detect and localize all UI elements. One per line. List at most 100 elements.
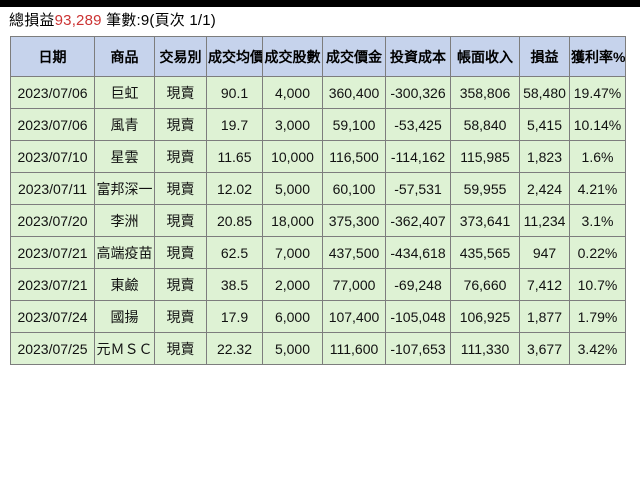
cell-avg-price: 17.9 bbox=[206, 300, 263, 333]
cell-date: 2023/07/21 bbox=[10, 268, 95, 301]
header-row: 日期 商品 交易別 成交均價 成交股數 成交價金 投資成本 帳面收入 損益 獲利… bbox=[10, 36, 626, 77]
cell-profit-rate: 10.14% bbox=[569, 108, 626, 141]
table-row[interactable]: 2023/07/24 國揚 現賣 17.9 6,000 107,400 -105,048 10… bbox=[10, 300, 626, 333]
cell-product: 國揚 bbox=[94, 300, 155, 333]
col-header-profit: 損益 bbox=[519, 36, 570, 77]
cell-shares: 2,000 bbox=[262, 268, 323, 301]
cell-date: 2023/07/10 bbox=[10, 140, 95, 173]
cell-amount: 360,400 bbox=[322, 76, 386, 109]
cell-shares: 18,000 bbox=[262, 204, 323, 237]
cell-avg-price: 38.5 bbox=[206, 268, 263, 301]
cell-trade-type: 現賣 bbox=[154, 172, 207, 205]
cell-amount: 60,100 bbox=[322, 172, 386, 205]
cell-avg-price: 20.85 bbox=[206, 204, 263, 237]
cell-profit: 5,415 bbox=[519, 108, 570, 141]
cell-avg-price: 12.02 bbox=[206, 172, 263, 205]
col-header-avg-price: 成交均價 bbox=[206, 36, 263, 77]
cell-book-income: 373,641 bbox=[450, 204, 520, 237]
cell-avg-price: 22.32 bbox=[206, 332, 263, 365]
cell-shares: 4,000 bbox=[262, 76, 323, 109]
total-pl-value: 93,289 bbox=[54, 12, 102, 29]
record-count-text: 筆數:9(頁次 1/1) bbox=[101, 12, 216, 29]
cell-cost: -107,653 bbox=[385, 332, 451, 365]
cell-amount: 437,500 bbox=[322, 236, 386, 269]
cell-cost: -362,407 bbox=[385, 204, 451, 237]
cell-profit-rate: 0.22% bbox=[569, 236, 626, 269]
cell-trade-type: 現賣 bbox=[154, 332, 207, 365]
col-header-amount: 成交價金 bbox=[322, 36, 386, 77]
table-body: 2023/07/06 巨虹 現賣 90.1 4,000 360,400 -300,326 35… bbox=[10, 76, 626, 365]
table-row[interactable]: 2023/07/20 李洲 現賣 20.85 18,000 375,300 -362,407… bbox=[10, 204, 626, 237]
screen: 總損益93,289 筆數:9(頁次 1/1) 日期 商品 交易別 成交均價 成交… bbox=[0, 0, 640, 365]
cell-shares: 3,000 bbox=[262, 108, 323, 141]
cell-trade-type: 現賣 bbox=[154, 140, 207, 173]
cell-shares: 6,000 bbox=[262, 300, 323, 333]
cell-profit: 2,424 bbox=[519, 172, 570, 205]
cell-cost: -434,618 bbox=[385, 236, 451, 269]
table-row[interactable]: 2023/07/06 巨虹 現賣 90.1 4,000 360,400 -300,326 35… bbox=[10, 76, 626, 109]
cell-trade-type: 現賣 bbox=[154, 204, 207, 237]
cell-profit: 947 bbox=[519, 236, 570, 269]
cell-profit-rate: 3.1% bbox=[569, 204, 626, 237]
cell-shares: 5,000 bbox=[262, 172, 323, 205]
cell-avg-price: 19.7 bbox=[206, 108, 263, 141]
table-row[interactable]: 2023/07/25 元ＭＳＣ 現賣 22.32 5,000 111,600 -107,65… bbox=[10, 332, 626, 365]
cell-product: 東鹼 bbox=[94, 268, 155, 301]
table-row[interactable]: 2023/07/21 東鹼 現賣 38.5 2,000 77,000 -69,248 76,6… bbox=[10, 268, 626, 301]
cell-book-income: 76,660 bbox=[450, 268, 520, 301]
cell-book-income: 111,330 bbox=[450, 332, 520, 365]
table-row[interactable]: 2023/07/21 高端疫苗 現賣 62.5 7,000 437,500 -434,618… bbox=[10, 236, 626, 269]
cell-date: 2023/07/20 bbox=[10, 204, 95, 237]
cell-product: 高端疫苗 bbox=[94, 236, 155, 269]
cell-cost: -105,048 bbox=[385, 300, 451, 333]
cell-avg-price: 11.65 bbox=[206, 140, 263, 173]
cell-profit: 1,877 bbox=[519, 300, 570, 333]
cell-amount: 59,100 bbox=[322, 108, 386, 141]
cell-cost: -69,248 bbox=[385, 268, 451, 301]
cell-book-income: 435,565 bbox=[450, 236, 520, 269]
cell-amount: 107,400 bbox=[322, 300, 386, 333]
cell-product: 星雲 bbox=[94, 140, 155, 173]
cell-trade-type: 現賣 bbox=[154, 76, 207, 109]
table-row[interactable]: 2023/07/11 富邦深一 現賣 12.02 5,000 60,100 -57,531 5… bbox=[10, 172, 626, 205]
cell-profit: 3,677 bbox=[519, 332, 570, 365]
cell-amount: 77,000 bbox=[322, 268, 386, 301]
cell-cost: -114,162 bbox=[385, 140, 451, 173]
cell-product: 元ＭＳＣ bbox=[94, 332, 155, 365]
cell-book-income: 358,806 bbox=[450, 76, 520, 109]
total-pl-label: 總損益 bbox=[9, 12, 55, 29]
cell-product: 李洲 bbox=[94, 204, 155, 237]
cell-profit: 1,823 bbox=[519, 140, 570, 173]
col-header-shares: 成交股數 bbox=[262, 36, 323, 77]
summary-line: 總損益93,289 筆數:9(頁次 1/1) bbox=[0, 7, 640, 36]
table-row[interactable]: 2023/07/10 星雲 現賣 11.65 10,000 116,500 -114,162… bbox=[10, 140, 626, 173]
cell-date: 2023/07/06 bbox=[10, 76, 95, 109]
cell-product: 富邦深一 bbox=[94, 172, 155, 205]
col-header-cost: 投資成本 bbox=[385, 36, 451, 77]
cell-profit-rate: 1.79% bbox=[569, 300, 626, 333]
cell-book-income: 106,925 bbox=[450, 300, 520, 333]
cell-shares: 10,000 bbox=[262, 140, 323, 173]
table-row[interactable]: 2023/07/06 風青 現賣 19.7 3,000 59,100 -53,425 58,8… bbox=[10, 108, 626, 141]
profit-loss-table: 日期 商品 交易別 成交均價 成交股數 成交價金 投資成本 帳面收入 損益 獲利… bbox=[10, 36, 626, 365]
cell-trade-type: 現賣 bbox=[154, 108, 207, 141]
cell-date: 2023/07/21 bbox=[10, 236, 95, 269]
col-header-trade-type: 交易別 bbox=[154, 36, 207, 77]
cell-book-income: 58,840 bbox=[450, 108, 520, 141]
cell-profit-rate: 4.21% bbox=[569, 172, 626, 205]
cell-cost: -300,326 bbox=[385, 76, 451, 109]
cell-profit-rate: 10.7% bbox=[569, 268, 626, 301]
col-header-date: 日期 bbox=[10, 36, 95, 77]
col-header-book-income: 帳面收入 bbox=[450, 36, 520, 77]
col-header-product: 商品 bbox=[94, 36, 155, 77]
cell-avg-price: 62.5 bbox=[206, 236, 263, 269]
cell-profit: 7,412 bbox=[519, 268, 570, 301]
cell-product: 巨虹 bbox=[94, 76, 155, 109]
status-bar bbox=[0, 0, 640, 7]
cell-book-income: 115,985 bbox=[450, 140, 520, 173]
cell-profit: 58,480 bbox=[519, 76, 570, 109]
cell-book-income: 59,955 bbox=[450, 172, 520, 205]
cell-date: 2023/07/24 bbox=[10, 300, 95, 333]
cell-product: 風青 bbox=[94, 108, 155, 141]
cell-amount: 116,500 bbox=[322, 140, 386, 173]
